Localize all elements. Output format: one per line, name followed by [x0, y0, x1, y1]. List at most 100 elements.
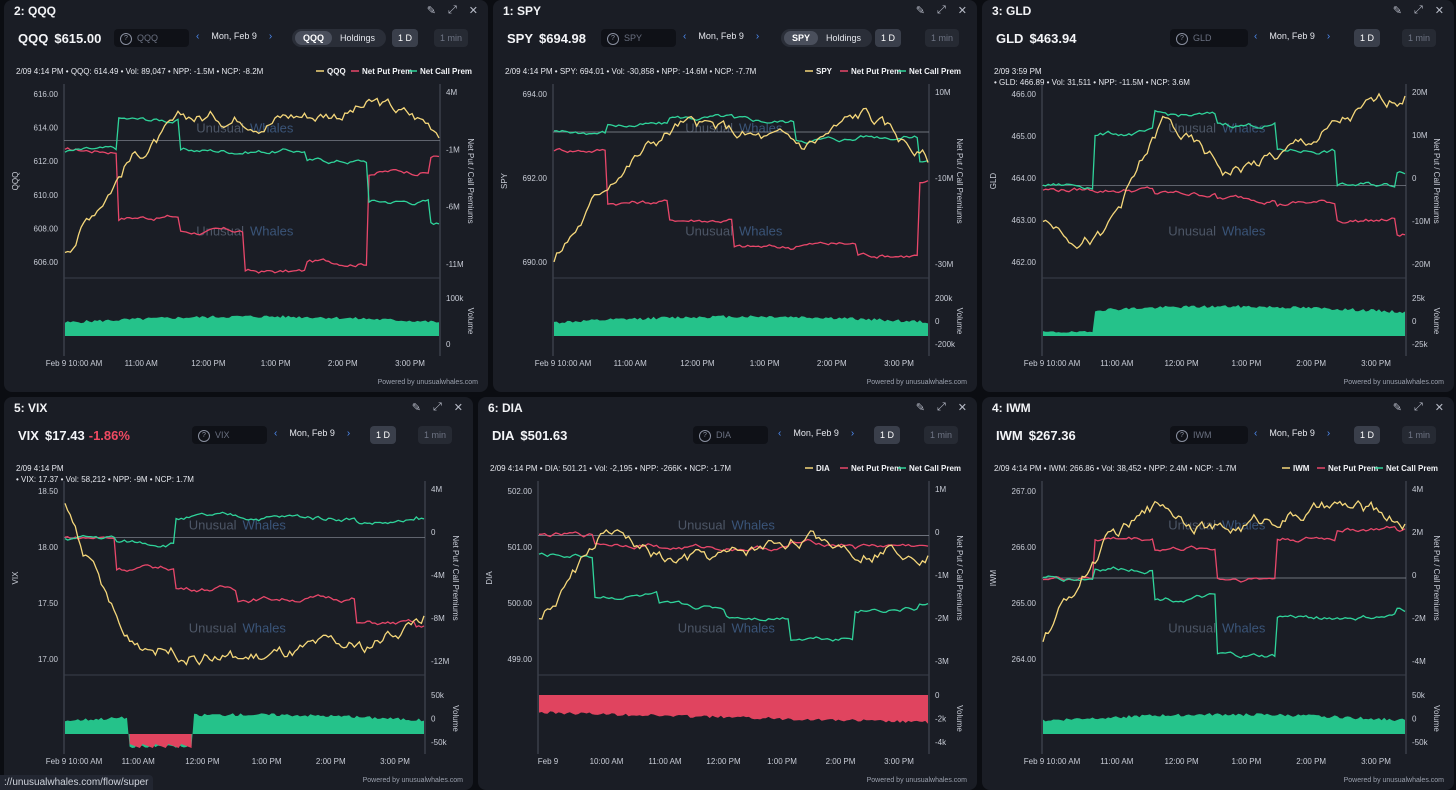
next-day-button[interactable]: › [268, 31, 273, 42]
panel-title: 3: GLD [992, 4, 1032, 18]
ticker-search-input[interactable]: ? GLD [1170, 29, 1248, 47]
date-label[interactable]: Mon, Feb 9 [698, 31, 744, 41]
edit-icon[interactable]: ✎ [915, 5, 925, 17]
x-tick-label: 3:00 PM [1361, 757, 1391, 766]
x-tick-label: 2:00 PM [328, 359, 358, 368]
close-icon[interactable]: ✕ [453, 402, 463, 414]
volume-tick-label: -50k [431, 738, 448, 747]
y-tick-label: 616.00 [34, 90, 59, 99]
range-dropdown[interactable]: 1 D [370, 426, 397, 444]
info-line-2: • VIX: 17.37 • Vol: 58,212 • NPP: -9M • … [16, 475, 194, 484]
y-tick-label: 464.00 [1012, 174, 1037, 183]
net-put-prem-line [1042, 186, 1406, 237]
close-icon[interactable]: ✕ [468, 5, 478, 17]
expand-icon[interactable]: ⤢ [1413, 401, 1423, 413]
close-icon[interactable]: ✕ [1434, 402, 1444, 414]
ticker-search-input[interactable]: ? IWM [1170, 426, 1248, 444]
edit-icon[interactable]: ✎ [426, 5, 436, 17]
chart-svg-iwm: 2/09 4:14 PM • IWM: 266.86 • Vol: 38,452… [989, 464, 1441, 766]
y-tick-label: 264.00 [1012, 655, 1037, 664]
next-day-button[interactable]: › [755, 31, 760, 42]
chart-panel-vix: 5: VIX ✎ ⤢ ✕ VIX $17.43 -1.86%? VIX ‹ Mon, Feb 9 ›… [4, 397, 473, 790]
next-day-button[interactable]: › [1326, 31, 1331, 42]
edit-icon[interactable]: ✎ [1392, 5, 1402, 17]
chart-panel-gld: 3: GLD ✎ ⤢ ✕ GLD $463.94? GLD ‹ Mon, Feb 9 › 1 D 1 … [982, 0, 1454, 392]
search-placeholder: SPY [624, 33, 643, 43]
toggle-ticker[interactable]: QQQ [295, 31, 333, 45]
interval-dropdown[interactable]: 1 min [1402, 29, 1437, 47]
next-day-button[interactable]: › [1326, 428, 1331, 439]
edit-icon[interactable]: ✎ [915, 402, 925, 414]
y2-tick-label: 4M [446, 88, 457, 97]
volume-axis-label: Volume [1432, 308, 1441, 335]
powered-by[interactable]: Powered by unusualwhales.com [866, 777, 967, 784]
date-picker: ‹ Mon, Feb 9 › [683, 31, 771, 42]
edit-icon[interactable]: ✎ [411, 402, 421, 414]
net-call-prem-line [1042, 109, 1406, 190]
date-label[interactable]: Mon, Feb 9 [1269, 31, 1315, 41]
x-tick-label: 1:00 PM [1232, 359, 1262, 368]
date-label[interactable]: Mon, Feb 9 [1269, 428, 1315, 438]
volume-tick-label: 100k [446, 294, 464, 303]
price-label: $694.98 [539, 31, 587, 46]
interval-dropdown[interactable]: 1 min [925, 29, 960, 47]
range-dropdown[interactable]: 1 D [874, 426, 901, 444]
expand-icon[interactable]: ⤢ [1413, 4, 1423, 16]
edit-icon[interactable]: ✎ [1392, 402, 1402, 414]
powered-by[interactable]: Powered by unusualwhales.com [1343, 379, 1444, 386]
prev-day-button[interactable]: ‹ [778, 428, 782, 439]
y2-tick-label: 0 [935, 528, 940, 537]
toggle-holdings[interactable]: Holdings [826, 33, 862, 43]
close-icon[interactable]: ✕ [957, 402, 967, 414]
interval-dropdown[interactable]: 1 min [418, 426, 453, 444]
date-label[interactable]: Mon, Feb 9 [289, 428, 335, 438]
y-tick-label: 500.00 [508, 599, 533, 608]
powered-by[interactable]: Powered by unusualwhales.com [362, 777, 463, 784]
panel-title: 1: SPY [503, 4, 542, 18]
ticker-search-input[interactable]: ? SPY [601, 29, 676, 47]
ticker-search-input[interactable]: ? QQQ [114, 29, 189, 47]
range-dropdown[interactable]: 1 D [1354, 29, 1381, 47]
symbol-label: VIX [18, 428, 39, 443]
powered-by[interactable]: Powered by unusualwhales.com [1343, 777, 1444, 784]
range-dropdown[interactable]: 1 D [392, 29, 419, 47]
ticker-header: DIA $501.63? DIA ‹ Mon, Feb 9 › 1 D 1 min [478, 423, 977, 449]
expand-icon[interactable]: ⤢ [936, 401, 946, 413]
chart-svg-dia: 2/09 4:14 PM • DIA: 501.21 • Vol: -2,195… [485, 464, 964, 766]
x-tick-label: 3:00 PM [395, 359, 425, 368]
date-label[interactable]: Mon, Feb 9 [793, 428, 839, 438]
ticker-search-input[interactable]: ? DIA [693, 426, 768, 444]
expand-icon[interactable]: ⤢ [447, 4, 457, 16]
next-day-button[interactable]: › [850, 428, 855, 439]
next-day-button[interactable]: › [346, 428, 351, 439]
ticker-header: QQQ $615.00? QQQ ‹ Mon, Feb 9 › QQQ Holdings 1 D… [4, 26, 488, 52]
search-placeholder: VIX [215, 430, 230, 440]
prev-day-button[interactable]: ‹ [196, 31, 200, 42]
toggle-holdings[interactable]: Holdings [340, 33, 376, 43]
close-icon[interactable]: ✕ [957, 5, 967, 17]
ticker-search-input[interactable]: ? VIX [192, 426, 267, 444]
interval-dropdown[interactable]: 1 min [434, 29, 469, 47]
powered-by[interactable]: Powered by unusualwhales.com [377, 379, 478, 386]
range-dropdown[interactable]: 1 D [875, 29, 902, 47]
powered-by[interactable]: Powered by unusualwhales.com [866, 379, 967, 386]
prev-day-button[interactable]: ‹ [1254, 31, 1258, 42]
y2-tick-label: -30M [935, 260, 954, 269]
expand-icon[interactable]: ⤢ [432, 401, 442, 413]
prev-day-button[interactable]: ‹ [274, 428, 278, 439]
close-icon[interactable]: ✕ [1434, 5, 1444, 17]
toggle-ticker[interactable]: SPY [784, 31, 819, 45]
prev-day-button[interactable]: ‹ [1254, 428, 1258, 439]
interval-dropdown[interactable]: 1 min [924, 426, 959, 444]
range-dropdown[interactable]: 1 D [1354, 426, 1381, 444]
y-tick-label: 614.00 [34, 124, 59, 133]
expand-icon[interactable]: ⤢ [936, 4, 946, 16]
y2-tick-label: 10M [1412, 131, 1428, 140]
net-call-prem-line [1042, 566, 1406, 659]
interval-dropdown[interactable]: 1 min [1402, 426, 1437, 444]
legend-item: Net Call Prem [1386, 464, 1438, 473]
y2-axis-label: Net Put / Call Premiums [1432, 535, 1441, 620]
date-label[interactable]: Mon, Feb 9 [211, 31, 257, 41]
y-axis-label: IWM [989, 569, 998, 586]
prev-day-button[interactable]: ‹ [683, 31, 687, 42]
